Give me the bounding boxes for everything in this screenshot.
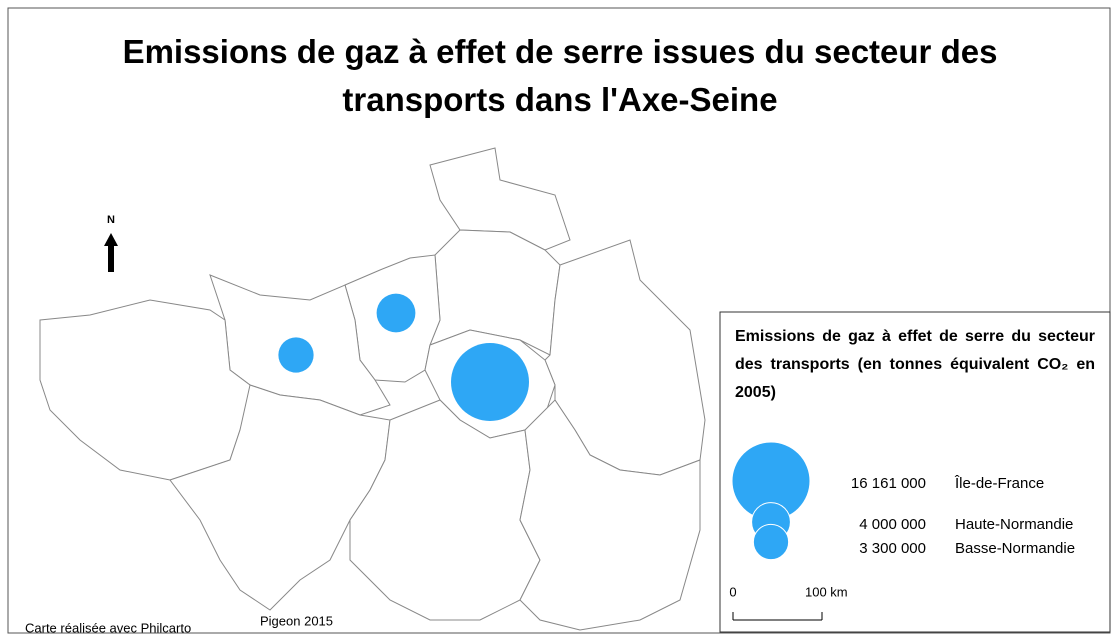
emission-bubble (451, 343, 529, 421)
regions (39, 147, 706, 631)
emission-bubble (278, 337, 314, 373)
north-label: N (107, 214, 115, 226)
scale-start: 0 (729, 584, 736, 599)
legend-value: 16 161 000 (851, 475, 926, 492)
map-title: Emissions de gaz à effet de serre issues… (122, 33, 998, 118)
legend-bubble (752, 523, 790, 561)
legend-value: 3 300 000 (859, 540, 926, 557)
legend-region: Haute-Normandie (955, 516, 1073, 533)
legend-value: 4 000 000 (859, 516, 926, 533)
scale-end: 100 km (805, 584, 848, 599)
region (429, 147, 571, 251)
legend-region: Basse-Normandie (955, 540, 1075, 557)
region (169, 384, 391, 611)
region (39, 299, 251, 481)
credit-author: Pigeon 2015 (260, 613, 333, 628)
emission-bubble (376, 293, 416, 333)
north-arrow (104, 233, 118, 272)
legend-title: Emissions de gaz à effet de serre du sec… (735, 328, 1095, 401)
region (519, 399, 701, 631)
legend-region: Île-de-France (954, 475, 1044, 492)
credit-software: Carte réalisée avec Philcarto (25, 620, 191, 635)
